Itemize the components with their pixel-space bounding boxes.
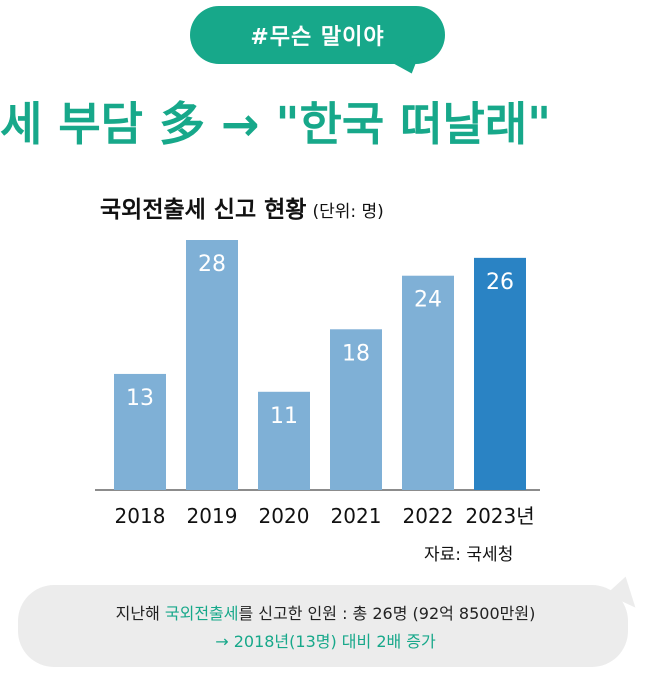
hashtag-bubble: #무슨 말이야 — [190, 6, 445, 64]
hashtag-text: #무슨 말이야 — [250, 25, 385, 50]
x-tick-label-2018: 2018 — [115, 504, 166, 528]
summary-line-1-after: 를 신고한 인원 : 총 26명 (92억 8500만원) — [238, 604, 536, 623]
x-tick-label-2019: 2019 — [187, 504, 238, 528]
bar-2018 — [114, 373, 166, 490]
bar-2019 — [186, 240, 238, 490]
summary-bubble — [18, 585, 628, 667]
data-label-2021: 18 — [342, 341, 370, 366]
x-tick-label-2023년: 2023년 — [465, 504, 534, 528]
bar-2021 — [330, 329, 382, 490]
x-tick-label-2020: 2020 — [259, 504, 310, 528]
bar-2020 — [258, 391, 310, 490]
summary-line-2: → 2018년(13명) 대비 2배 증가 — [215, 632, 436, 651]
data-label-2018: 13 — [126, 386, 154, 411]
bar-2023년 — [474, 257, 526, 490]
data-label-2019: 28 — [198, 252, 226, 277]
chart-unit: (단위: 명) — [312, 202, 384, 222]
summary-line-1-before: 지난해 — [115, 604, 165, 623]
summary-line-1: 지난해 국외전출세를 신고한 인원 : 총 26명 (92억 8500만원) — [0, 600, 651, 624]
headline: 세 부담 多 → "한국 떠날래" — [0, 97, 552, 151]
chart-title: 국외전출세 신고 현황 (단위: 명) — [100, 190, 384, 224]
x-tick-label-2022: 2022 — [403, 504, 454, 528]
data-label-2020: 11 — [270, 404, 298, 429]
data-label-2023년: 26 — [486, 270, 514, 295]
summary-line-1-accent: 국외전출세 — [164, 604, 239, 623]
source-note: 자료: 국세청 — [424, 545, 514, 565]
x-tick-label-2021: 2021 — [331, 504, 382, 528]
bar-2022 — [402, 275, 454, 490]
chart-title-text: 국외전출세 신고 현황 — [100, 197, 307, 223]
data-label-2022: 24 — [414, 288, 442, 313]
